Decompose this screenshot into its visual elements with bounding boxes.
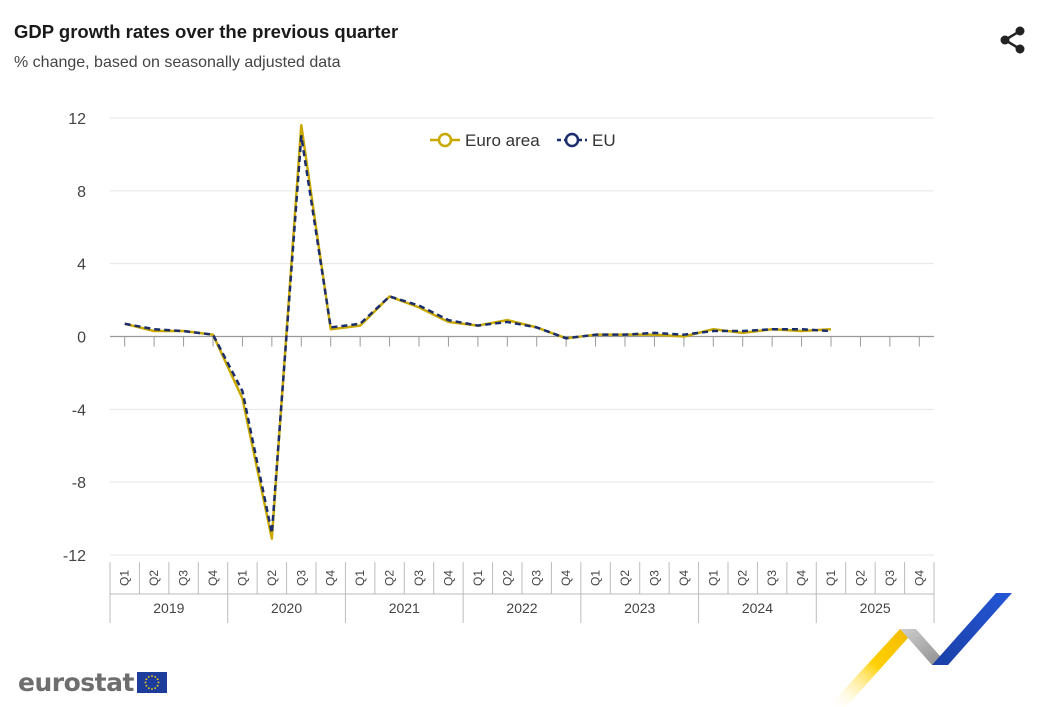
flag-star: [144, 681, 147, 684]
brand-name: eurostat: [18, 668, 134, 697]
legend-item-eu: EU: [557, 131, 616, 150]
flag-star: [151, 688, 153, 690]
x-tick-label-quarter: Q2: [147, 570, 161, 586]
y-tick-label: -4: [72, 402, 86, 419]
x-tick-label-quarter: Q4: [441, 570, 455, 586]
legend-label: EU: [592, 131, 616, 150]
x-tick-label-year: 2023: [624, 600, 655, 616]
chart-title: GDP growth rates over the previous quart…: [14, 21, 399, 42]
legend-item-euro-area: Euro area: [430, 131, 540, 150]
x-tick-label-year: 2025: [860, 600, 891, 616]
y-tick-label: 8: [77, 184, 86, 201]
x-tick-label-quarter: Q2: [853, 570, 867, 586]
x-tick-label-quarter: Q3: [177, 570, 191, 586]
flag-star: [157, 681, 160, 684]
x-tick-label-quarter: Q2: [265, 570, 279, 586]
x-tick-label-quarter: Q3: [294, 570, 308, 586]
flag-star: [154, 687, 157, 690]
flag-star: [145, 678, 148, 681]
x-tick-label-quarter: Q4: [559, 570, 573, 586]
legend-marker: [564, 132, 580, 148]
x-tick-label-quarter: Q3: [647, 570, 661, 586]
x-tick-label-quarter: Q3: [412, 570, 426, 586]
x-tick-label-quarter: Q1: [589, 570, 603, 586]
x-tick-label-quarter: Q3: [883, 570, 897, 586]
flag-star: [154, 675, 157, 678]
flag-star: [156, 678, 159, 681]
y-tick-label: 12: [68, 111, 86, 128]
share-icon[interactable]: [998, 26, 1028, 54]
x-tick-label-quarter: Q4: [324, 570, 338, 586]
x-tick-label-quarter: Q1: [118, 570, 132, 586]
flag-star: [147, 675, 150, 678]
x-tick-label-quarter: Q1: [471, 570, 485, 586]
legend-marker: [437, 132, 453, 148]
y-tick-label: 4: [77, 257, 86, 274]
y-tick-label: -12: [63, 548, 86, 565]
chart-subtitle: % change, based on seasonally adjusted d…: [14, 54, 341, 71]
y-tick-label: 0: [77, 330, 86, 347]
x-tick-label-quarter: Q1: [235, 570, 249, 586]
eurostat-ribbon-graphic: [828, 593, 1012, 707]
x-tick-label-quarter: Q1: [824, 570, 838, 586]
flag-star: [151, 675, 153, 677]
y-tick-label: -8: [72, 475, 86, 492]
x-tick-label-quarter: Q1: [706, 570, 720, 586]
x-tick-label-quarter: Q2: [500, 570, 514, 586]
x-tick-label-year: 2024: [742, 600, 773, 616]
flag-star: [145, 684, 148, 687]
x-tick-label-year: 2021: [389, 600, 420, 616]
x-tick-label-quarter: Q3: [530, 570, 544, 586]
x-tick-label-quarter: Q3: [765, 570, 779, 586]
x-tick-label-quarter: Q4: [795, 570, 809, 586]
x-tick-label-year: 2019: [153, 600, 184, 616]
x-tick-label-quarter: Q1: [353, 570, 367, 586]
x-tick-label-year: 2022: [506, 600, 537, 616]
x-tick-label-quarter: Q4: [206, 570, 220, 586]
x-tick-label-quarter: Q4: [677, 570, 691, 586]
series-line-eu: [124, 134, 832, 535]
flag-star: [156, 684, 159, 687]
eurostat-logo: eurostat: [18, 668, 167, 697]
x-tick-label-quarter: Q4: [912, 570, 926, 586]
eu-flag-icon: [136, 672, 167, 693]
x-tick-label-quarter: Q2: [618, 570, 632, 586]
x-tick-label-year: 2020: [271, 600, 302, 616]
flag-star: [147, 687, 150, 690]
legend-label: Euro area: [465, 131, 540, 150]
x-tick-label-quarter: Q2: [383, 570, 397, 586]
x-tick-label-quarter: Q2: [736, 570, 750, 586]
